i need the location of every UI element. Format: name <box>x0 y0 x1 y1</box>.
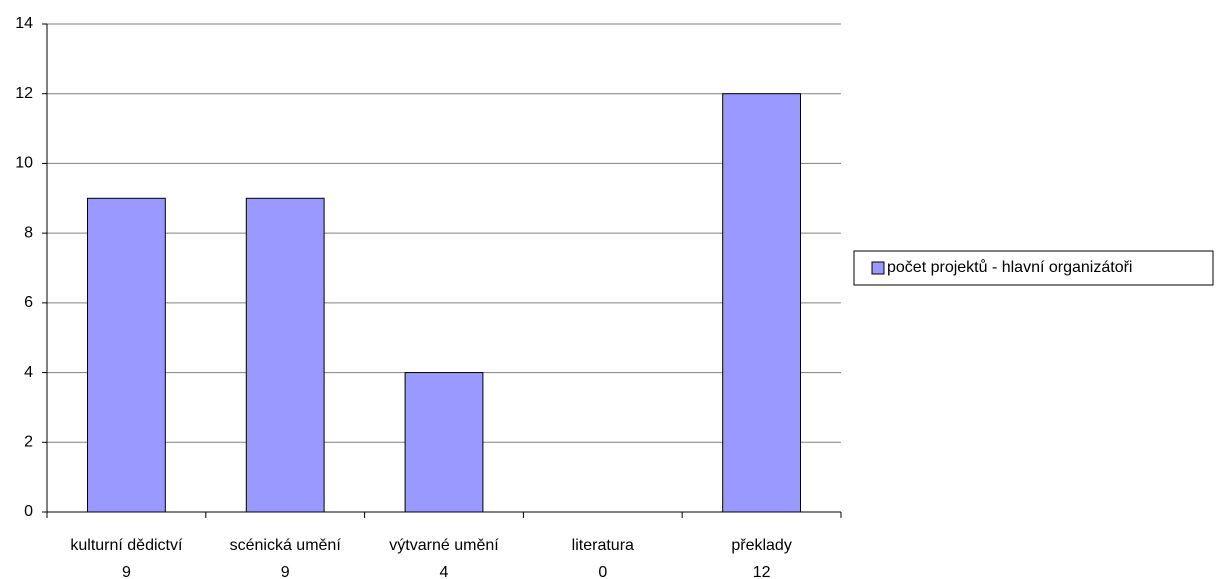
x-tick-label: výtvarné umění <box>389 537 499 554</box>
x-value-label: 4 <box>440 564 449 579</box>
x-value-label: 9 <box>281 564 290 579</box>
x-value-label: 12 <box>753 564 771 579</box>
y-tick-label: 4 <box>24 364 33 381</box>
y-tick-label: 2 <box>24 434 33 451</box>
y-tick-label: 8 <box>24 224 33 241</box>
x-tick-label: kulturní dědictví <box>70 537 183 554</box>
legend-box <box>853 250 1214 286</box>
x-value-label: 9 <box>122 564 131 579</box>
legend-swatch <box>871 261 885 275</box>
y-tick-label: 6 <box>24 294 33 311</box>
x-value-label: 0 <box>598 564 607 579</box>
x-tick-label: literatura <box>572 537 634 554</box>
y-tick-label: 14 <box>15 15 33 32</box>
y-tick-label: 0 <box>24 503 33 520</box>
y-tick-label: 12 <box>15 85 33 102</box>
x-tick-label: překlady <box>731 537 791 554</box>
x-tick-label: scénická umění <box>230 537 342 554</box>
bar <box>86 197 166 513</box>
bar <box>404 372 484 513</box>
bar <box>722 93 802 513</box>
y-tick-label: 10 <box>15 155 33 172</box>
legend-label: počet projektů - hlavní organizátoři <box>887 258 1132 276</box>
bar <box>245 197 325 513</box>
